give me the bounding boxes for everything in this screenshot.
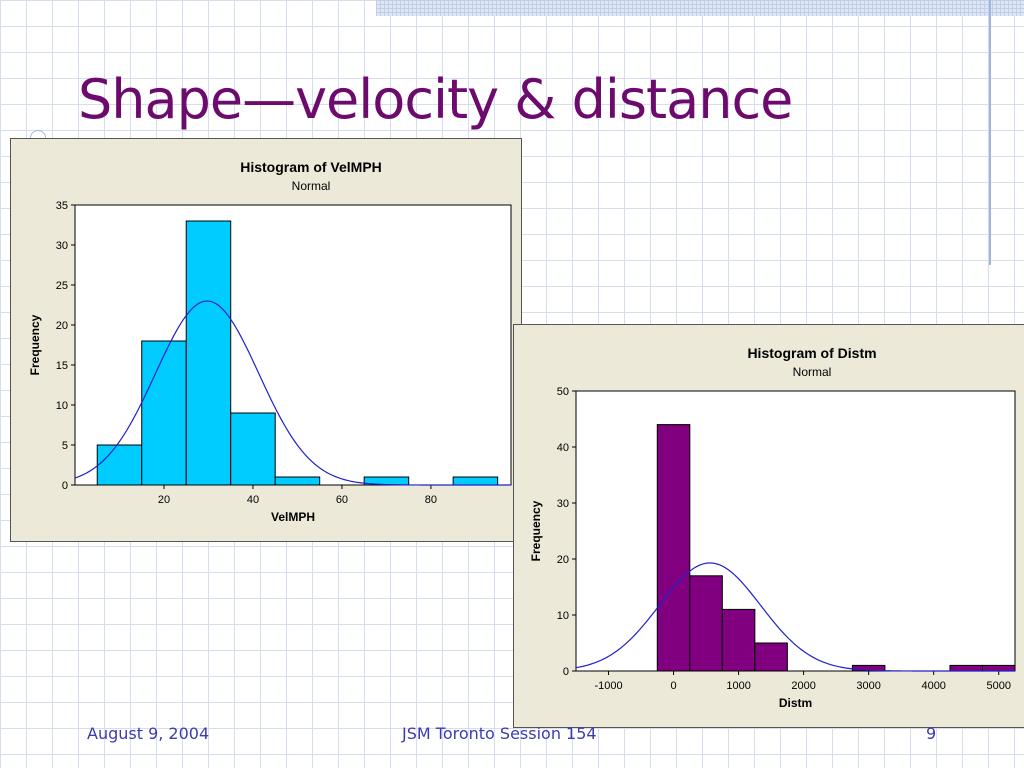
x-axis-label: Distm (779, 696, 812, 710)
plot-area (74, 204, 512, 486)
y-tick-label: 10 (56, 400, 68, 412)
distm-histogram-panel: Histogram of Distm Normal 0 10 20 30 40 50 -1000… (513, 324, 1024, 728)
y-tick-label: 0 (62, 480, 68, 492)
x-tick-label: 40 (247, 494, 259, 506)
chart-subtitle: Normal (292, 179, 331, 193)
y-tick-label: 15 (56, 360, 68, 372)
y-tick-label: 35 (56, 200, 68, 212)
chart-title: Histogram of Distm (747, 345, 876, 361)
x-axis-label: VelMPH (271, 510, 315, 524)
histogram-bar (230, 412, 276, 486)
y-tick-label: 20 (557, 554, 569, 566)
y-axis-label: Frequency (529, 500, 543, 561)
slide-title: Shape—velocity & distance (78, 68, 793, 131)
histogram-bar (274, 476, 321, 486)
histogram-bar (96, 444, 143, 486)
y-tick-label: 20 (56, 320, 68, 332)
x-tick-label: 80 (425, 494, 437, 506)
x-tick-label: 20 (158, 494, 170, 506)
y-tick-label: 40 (557, 442, 569, 454)
histogram-bar (721, 608, 756, 672)
y-tick-label: 5 (62, 440, 68, 452)
chart-title: Histogram of VelMPH (240, 159, 382, 175)
y-tick-label: 50 (557, 386, 569, 398)
y-tick-label: 30 (557, 498, 569, 510)
y-axis-label: Frequency (28, 314, 42, 375)
footer-session: JSM Toronto Session 154 (402, 724, 597, 743)
chart-subtitle: Normal (793, 365, 832, 379)
velmph-histogram: Histogram of VelMPH Normal 0 5 10 15 20 25 30 35 2… (28, 159, 512, 524)
histogram-bar (185, 220, 232, 486)
x-tick-label: 0 (670, 680, 676, 692)
footer-page-number: 9 (926, 724, 937, 743)
histogram-bar (656, 424, 691, 672)
footer-date: August 9, 2004 (87, 724, 210, 743)
normal-fit-curve (74, 300, 511, 486)
plot-area (575, 390, 1016, 672)
header-band (376, 0, 1024, 16)
x-tick-label: 2000 (791, 680, 815, 692)
histogram-bar (754, 642, 788, 672)
x-tick-label: 5000 (986, 680, 1010, 692)
x-tick-label: 60 (336, 494, 348, 506)
x-tick-label: -1000 (594, 680, 622, 692)
x-tick-label: 3000 (856, 680, 880, 692)
histogram-bar (141, 340, 187, 486)
histogram-bar (981, 664, 1016, 672)
distm-histogram: Histogram of Distm Normal 0 10 20 30 40 50 -1000… (529, 345, 1016, 710)
histogram-bar (949, 664, 983, 672)
y-tick-label: 0 (563, 666, 569, 678)
velmph-histogram-panel: Histogram of VelMPH Normal 0 5 10 15 20 25 30 35 2… (10, 138, 522, 542)
y-tick-label: 30 (56, 240, 68, 252)
histogram-bar (452, 476, 499, 486)
y-tick-label: 10 (557, 610, 569, 622)
x-tick-label: 4000 (921, 680, 945, 692)
y-tick-label: 25 (56, 280, 68, 292)
histogram-bar (689, 575, 723, 672)
x-tick-label: 1000 (726, 680, 750, 692)
decorative-line (989, 0, 991, 265)
normal-fit-curve (575, 562, 1015, 672)
histogram-bar (851, 664, 886, 672)
